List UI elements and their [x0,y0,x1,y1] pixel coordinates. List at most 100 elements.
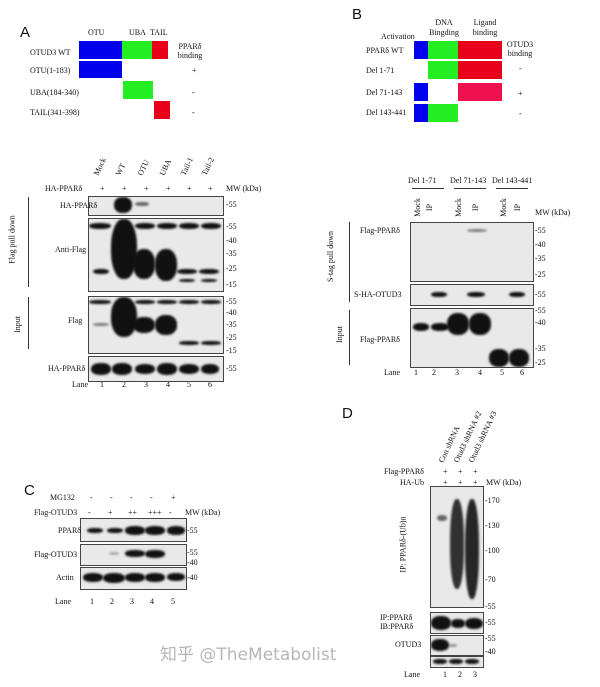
protein-band [450,499,464,589]
protein-band [465,618,483,629]
treatment-sign: - [150,493,153,502]
blot-ha-ppard-pulldown [88,196,224,216]
lane-header: Mock [412,198,422,217]
dna-domain-bar [428,41,458,59]
treatment-sign: - [90,493,93,502]
protein-band [157,300,177,304]
construct-label: UBA(184-340) [30,88,79,97]
ligand-domain-bar [458,83,502,101]
protein-band [431,616,451,630]
construct-group: Del 143-441 [492,176,533,185]
mw-marker: -40 [187,558,198,567]
treatment-sign: + [458,467,463,476]
protein-band [179,300,199,304]
protein-band [509,292,525,297]
blot-label: Actin [56,573,74,582]
mw-marker: -35 [226,249,237,258]
protein-band [201,341,221,345]
lane-number: 3 [144,380,148,389]
treatment-sign: - [110,493,113,502]
side-label: S-tag pull down [326,230,336,283]
tail-domain-bar [152,41,168,59]
panel-label-b: B [352,6,363,23]
treatment-sign: +++ [148,508,162,517]
lane-header: IP [471,203,481,212]
blot-label: HA-PPARδ [60,201,98,210]
lane-number: 1 [414,368,418,377]
lane-number: 5 [187,380,191,389]
protein-band [467,292,485,297]
mw-marker: -55 [226,364,237,373]
protein-band [413,323,429,331]
construct-label: PPARδ WT [366,46,404,55]
mw-header: MW (kDa) [535,208,571,217]
protein-band [155,249,177,281]
domain-ligand: Ligand binding [472,18,498,37]
lane-number: 2 [458,670,462,679]
mw-marker: -35 [226,320,237,329]
protein-band [179,279,195,282]
protein-band [509,349,529,367]
protein-band [157,223,177,229]
panel-label-c: C [24,482,35,499]
mw-marker: -25 [226,333,237,342]
blot-s-ha-otud3 [410,284,534,306]
protein-band [145,526,165,535]
protein-band [135,300,155,304]
lane-number: 1 [100,380,104,389]
mw-header: MW (kDa) [486,478,522,487]
blot-flag-ppard-input [410,308,534,368]
construct-label: TAIL(341-398) [30,108,80,117]
protein-band [133,249,155,279]
lane-number: 3 [455,368,459,377]
protein-band [135,364,155,374]
divider [28,297,29,349]
blot-label: PPARδ [58,526,82,535]
blot-anti-flag-pulldown [88,218,224,292]
protein-band [167,573,185,581]
divider [349,222,350,302]
lane-number: 5 [500,368,504,377]
mw-marker: -55 [226,222,237,231]
mw-marker: -25 [535,358,546,367]
protein-band [114,197,132,213]
protein-band [465,659,479,664]
protein-band [431,292,447,297]
blot-label: Flag-PPARδ [360,335,400,344]
lane-label: Lane [55,597,71,606]
panel-label-d: D [342,405,353,422]
lane-label: Lane [72,380,88,389]
protein-band [145,573,165,582]
blot-label: Flag [68,316,83,325]
lane-header: Mock [91,156,108,177]
mw-marker: -40 [535,318,546,327]
protein-band [112,363,132,375]
domain-uba: UBA [129,28,146,37]
group-underline [454,188,486,189]
construct-label: Del 71-143 [366,88,403,97]
blot-label: OTUD3 [395,640,422,649]
treatment-sign: + [122,184,127,193]
treatment-sign: + [473,478,478,487]
protein-band [107,528,123,533]
protein-band [431,639,449,651]
mw-marker: -55 [485,602,496,611]
treatment-sign: + [443,467,448,476]
protein-band [135,223,155,229]
mw-marker: -55 [485,634,496,643]
blot-label: Flag-PPARδ [360,226,400,235]
protein-band [89,300,111,304]
lane-header: Mock [453,198,463,217]
blot-actin [430,656,484,668]
construct-label: Del 1-71 [366,66,395,75]
dna-domain-bar [428,61,458,79]
lane-number: 1 [90,597,94,606]
ligand-domain-bar [458,41,502,59]
blot-flag-ppard-pulldown [410,222,534,282]
lane-number: 4 [150,597,154,606]
mw-marker: -40 [226,236,237,245]
mw-marker: -130 [485,521,500,530]
treatment-sign: + [473,467,478,476]
binding-value: + [518,89,523,98]
